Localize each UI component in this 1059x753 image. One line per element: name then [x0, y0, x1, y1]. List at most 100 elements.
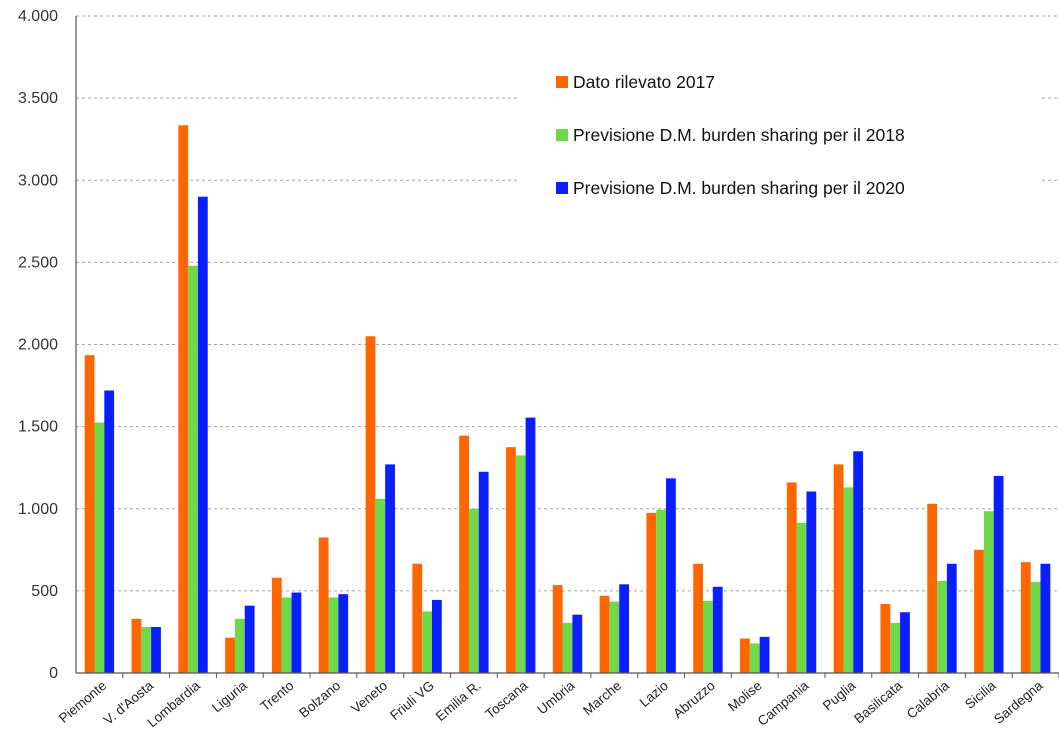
x-tick-label: Marche — [580, 678, 624, 718]
bar-3-piemonte — [104, 390, 115, 673]
legend: Dato rilevato 2017 Previsione D.M. burden… — [520, 58, 1040, 208]
bar-1-campania — [786, 482, 797, 673]
y-tick-label: 3.000 — [18, 172, 58, 189]
bar-2-calabria — [937, 581, 947, 673]
legend-swatch — [556, 76, 568, 88]
x-tick-label: Emilia R. — [433, 678, 484, 724]
bar-1-sicilia — [974, 549, 984, 673]
bar-2-sardegna — [1030, 581, 1041, 673]
bar-3-v-d-aosta — [151, 627, 161, 673]
legend-swatch — [556, 129, 568, 141]
bar-2-campania — [796, 522, 807, 673]
y-tick-label: 0 — [49, 665, 58, 682]
bar-1-toscana — [505, 447, 516, 673]
bar-1-liguria — [225, 637, 235, 673]
bar-3-liguria — [244, 605, 255, 673]
x-tick-label: Toscana — [482, 678, 531, 722]
x-tick-label: Piemonte — [56, 678, 109, 726]
bar-3-marche — [619, 584, 630, 673]
bar-3-trento — [291, 592, 302, 673]
bar-1-emilia-r — [459, 435, 469, 673]
x-tick-label: Abruzzo — [670, 678, 718, 721]
y-tick-label: 2.000 — [18, 337, 58, 354]
x-tick-label: Umbria — [534, 677, 577, 717]
bar-1-basilicata — [880, 604, 891, 673]
bar-2-liguria — [234, 618, 245, 673]
legend-label: Previsione D.M. burden sharing per il 20… — [573, 125, 905, 145]
bar-1-umbria — [552, 585, 563, 673]
bar-3-abruzzo — [712, 586, 723, 673]
bar-3-toscana — [525, 417, 536, 673]
y-tick-label: 2.500 — [18, 254, 58, 271]
y-tick-label: 3.500 — [18, 90, 58, 107]
x-tick-label: Molise — [725, 678, 765, 715]
x-tick-label: Campania — [755, 677, 812, 728]
bar-2-toscana — [515, 455, 526, 673]
bar-2-abruzzo — [703, 600, 713, 673]
bar-2-lombardia — [188, 265, 198, 673]
bar-3-calabria — [946, 563, 957, 673]
bar-3-puglia — [853, 451, 864, 673]
y-tick-label: 500 — [31, 583, 58, 600]
bar-2-basilicata — [890, 622, 901, 673]
bar-1-v-d-aosta — [131, 618, 142, 673]
y-tick-label: 1.000 — [18, 501, 58, 518]
y-tick-label: 1.500 — [18, 419, 58, 436]
bar-2-v-d-aosta — [141, 627, 152, 673]
legend-swatch — [556, 182, 568, 194]
x-tick-label: Friuli VG — [387, 678, 437, 723]
x-tick-label: Bolzano — [296, 678, 343, 721]
bar-1-puglia — [833, 464, 844, 673]
bar-2-molise — [749, 643, 760, 673]
bar-3-campania — [806, 491, 817, 673]
bar-1-bolzano — [318, 537, 329, 673]
bar-3-veneto — [385, 464, 395, 673]
bar-3-bolzano — [338, 594, 349, 673]
bar-1-trento — [271, 577, 282, 673]
bar-1-abruzzo — [693, 563, 704, 673]
x-tick-label: Sicilia — [962, 677, 999, 711]
bar-1-veneto — [365, 336, 376, 673]
x-tick-label: Lazio — [637, 678, 671, 710]
bar-1-piemonte — [84, 355, 95, 673]
bar-2-emilia-r — [468, 508, 479, 673]
x-tick-label: Basilicata — [851, 677, 905, 726]
x-tick-label: Puglia — [820, 677, 859, 713]
bar-2-friuli-vg — [422, 611, 432, 673]
gridlines — [76, 15, 1059, 592]
bar-1-calabria — [927, 503, 938, 673]
legend-label: Previsione D.M. burden sharing per il 20… — [573, 178, 905, 198]
legend-label: Dato rilevato 2017 — [573, 72, 715, 92]
y-axis-tick-labels: 0 500 1.000 1.500 2.000 2.500 3.000 3.500 4.000 — [18, 8, 58, 682]
bar-2-sicilia — [983, 511, 994, 673]
x-tick-label: Calabria — [904, 677, 953, 721]
bar-1-molise — [740, 638, 750, 673]
x-tick-label: Sardegna — [991, 678, 1046, 727]
bar-3-lombardia — [197, 196, 208, 673]
bar-1-marche — [599, 595, 610, 673]
bar-3-sardegna — [1040, 563, 1051, 673]
bar-1-lazio — [646, 512, 657, 673]
x-tick-label: Lombardia — [144, 677, 203, 730]
bar-3-basilicata — [900, 612, 910, 673]
bar-1-lombardia — [178, 125, 189, 674]
x-tick-label: Veneto — [348, 678, 390, 717]
bar-2-trento — [281, 597, 292, 673]
y-tick-label: 4.000 — [18, 8, 58, 25]
bar-2-marche — [609, 601, 620, 673]
bar-2-lazio — [656, 509, 667, 673]
bar-2-bolzano — [328, 597, 339, 673]
bar-2-umbria — [562, 622, 573, 673]
bar-2-piemonte — [94, 422, 105, 673]
bar-3-sicilia — [993, 475, 1004, 673]
bar-3-emilia-r — [478, 471, 489, 673]
bar-3-molise — [759, 636, 770, 673]
bars — [84, 125, 1051, 674]
legend-background — [520, 58, 1040, 208]
bar-3-lazio — [666, 478, 676, 673]
bar-1-sardegna — [1020, 562, 1031, 673]
x-tick-label: Trento — [257, 678, 296, 714]
x-tick-label: Liguria — [209, 677, 250, 715]
bar-2-puglia — [843, 487, 854, 673]
